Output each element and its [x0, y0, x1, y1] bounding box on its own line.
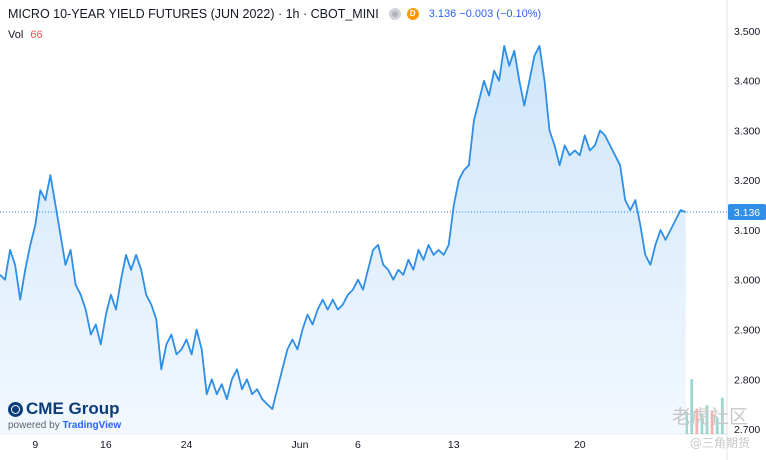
price-area: [0, 45, 686, 435]
price-line: [0, 45, 687, 410]
volume-legend: Vol 66: [8, 29, 43, 41]
powered-by-label: powered by: [8, 420, 60, 431]
y-tick-label: 2.900: [734, 325, 760, 337]
tradingview-link[interactable]: TradingView: [62, 420, 122, 431]
cme-group-logo: CME Group: [8, 399, 121, 419]
y-tick-label: 3.400: [734, 76, 760, 88]
y-tick-label: 3.000: [734, 275, 760, 287]
volume-bar: [720, 397, 724, 434]
volume-value: 66: [30, 29, 43, 41]
volume-bar: [690, 379, 694, 434]
y-tick-label: 3.300: [734, 125, 760, 137]
y-tick-label: 3.200: [734, 175, 760, 187]
watermark-sub: @三角期货: [690, 436, 751, 450]
x-tick-label: 16: [100, 439, 112, 451]
volume-bar: [710, 410, 714, 434]
volume-bar: [715, 417, 719, 434]
x-tick-label: Jun: [292, 439, 309, 451]
x-tick-label: 20: [574, 439, 586, 451]
y-tick-label: 2.700: [734, 424, 760, 436]
last-price-label-bg: [728, 204, 766, 221]
volume-bar: [685, 412, 689, 434]
symbol-title: MICRO 10-YEAR YIELD FUTURES (JUN 2022) ·…: [8, 7, 379, 21]
x-tick-label: 24: [181, 439, 193, 451]
powered-by[interactable]: powered by TradingView: [8, 420, 121, 431]
y-tick-label: 3.100: [734, 225, 760, 237]
dividend-badge: D: [406, 8, 419, 20]
y-tick-label: 2.800: [734, 374, 760, 386]
y-tick-label: 3.500: [734, 26, 760, 38]
volume-bar: [695, 408, 699, 434]
branding[interactable]: CME Group powered by TradingView: [8, 399, 121, 431]
globe-icon: [8, 401, 23, 417]
x-tick-label: 13: [448, 439, 460, 451]
chart-legend-header: MICRO 10-YEAR YIELD FUTURES (JUN 2022) ·…: [8, 7, 541, 21]
watermark-main: 老虎社区: [672, 406, 749, 428]
volume-bar: [700, 414, 704, 434]
x-tick-label: 6: [355, 439, 361, 451]
logo-text: CME Group: [26, 399, 120, 418]
volume-bar: [705, 405, 709, 434]
price-change-readout: 3.136 −0.003 (−0.10%): [428, 8, 542, 20]
volume-label: Vol: [8, 29, 24, 41]
market-status-icon: [388, 8, 401, 20]
last-price-label: 3.136: [734, 207, 760, 219]
x-tick-label: 9: [32, 439, 38, 451]
